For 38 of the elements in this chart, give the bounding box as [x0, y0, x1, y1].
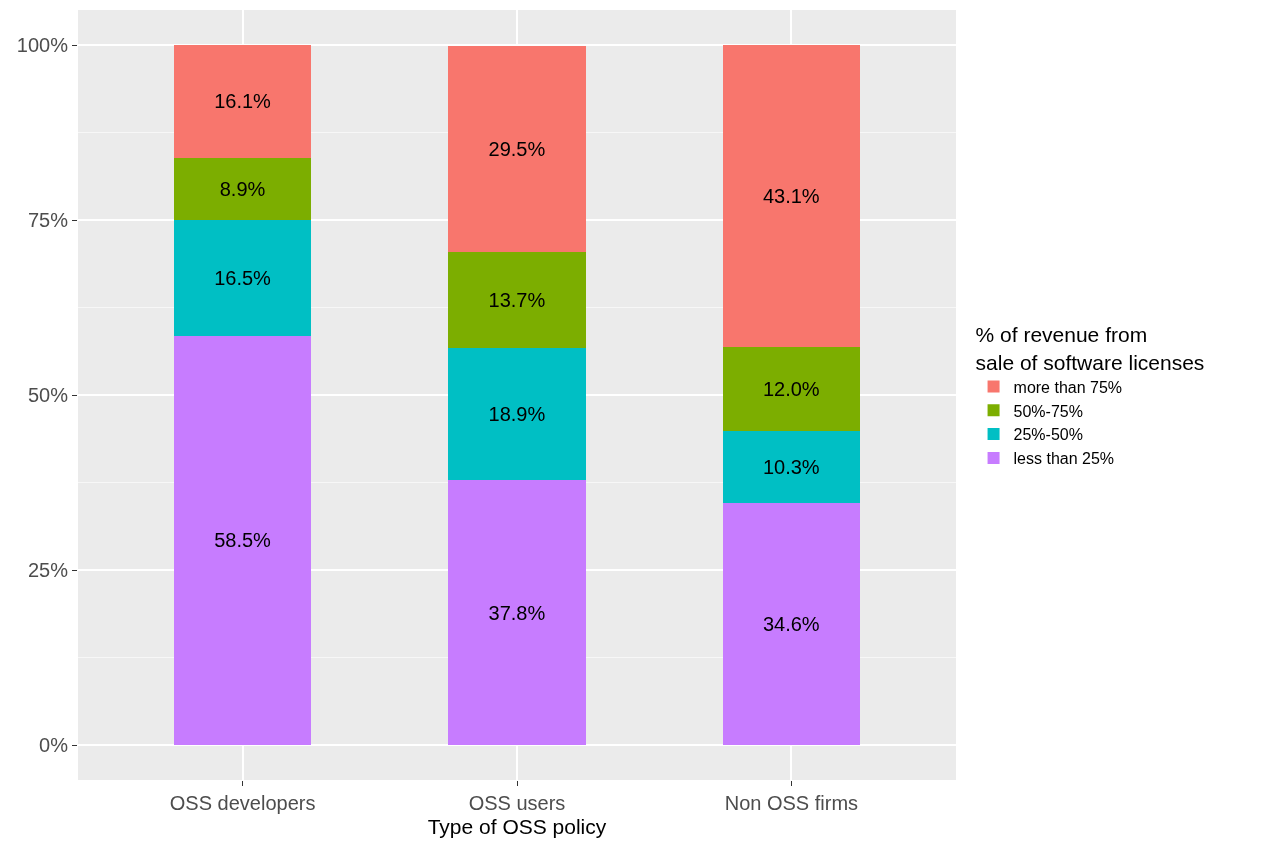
- bar: [722, 502, 860, 745]
- x-tick-label: Non OSS firms: [724, 792, 859, 814]
- data-label: 12.0%: [762, 377, 820, 400]
- legend-title: % of revenue from sale of software licenses: [975, 323, 1205, 374]
- bar: [448, 45, 586, 253]
- y-tick-label: 0%: [39, 734, 69, 756]
- data-label: 58.5%: [214, 529, 272, 552]
- bar: [448, 252, 586, 349]
- data-label: 43.1%: [762, 184, 820, 207]
- data-label: 16.5%: [214, 266, 272, 289]
- bar: [174, 157, 312, 220]
- legend-label: 50%-75%: [1013, 402, 1083, 420]
- legend-label: less than 25%: [1013, 450, 1115, 468]
- legend-label: 25%-50%: [1013, 426, 1083, 444]
- x-tick-label: OSS developers: [169, 792, 316, 814]
- data-label: 13.7%: [488, 289, 546, 312]
- bar: [448, 480, 586, 745]
- data-label: 8.9%: [219, 177, 266, 200]
- data-label: 37.8%: [488, 601, 546, 624]
- legend-label: more than 75%: [1013, 378, 1123, 396]
- y-tick-label: 100%: [16, 34, 69, 56]
- y-tick-label: 25%: [27, 559, 69, 581]
- x-tick-label: OSS users: [468, 792, 566, 814]
- data-label: 16.1%: [214, 90, 272, 113]
- bar: [722, 430, 860, 503]
- data-label: 29.5%: [488, 137, 546, 160]
- bar: [722, 346, 860, 431]
- bar: [174, 45, 312, 158]
- y-tick-label: 50%: [27, 384, 69, 406]
- bar: [174, 220, 312, 336]
- bar: [448, 348, 586, 481]
- data-label: 18.9%: [488, 403, 546, 426]
- bar: [174, 335, 312, 745]
- x-axis-title: Type of OSS policy: [427, 815, 607, 839]
- y-tick-label: 75%: [27, 209, 69, 231]
- bar: [722, 45, 860, 347]
- data-label: 10.3%: [762, 455, 820, 478]
- data-label: 34.6%: [762, 612, 820, 635]
